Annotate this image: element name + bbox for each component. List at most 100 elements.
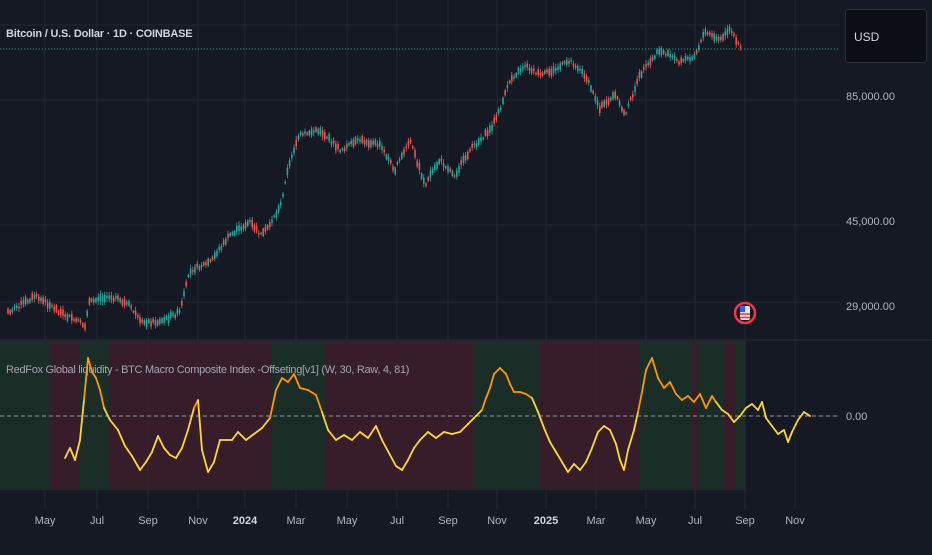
currency-button[interactable]: USD — [845, 9, 927, 63]
candle-body — [260, 232, 262, 235]
candle-body — [572, 63, 575, 67]
candle-body — [418, 162, 421, 171]
candle-body — [156, 320, 159, 326]
candle-body — [302, 133, 304, 136]
indicator-segment — [83, 357, 89, 401]
candle-body — [288, 160, 291, 167]
candle-body — [106, 295, 108, 298]
indicator-segment — [375, 425, 383, 441]
candle-body — [324, 132, 326, 139]
indicator-segment — [765, 417, 773, 427]
candle-body — [174, 314, 176, 319]
candle-body — [205, 262, 207, 266]
indicator-segment — [597, 425, 605, 433]
candle-body — [440, 158, 443, 162]
candle-body — [13, 306, 16, 309]
indicator-segment — [663, 381, 671, 389]
indicator-segment — [481, 397, 487, 411]
candle-body — [561, 62, 564, 65]
candle-body — [574, 65, 577, 68]
indicator-segment — [537, 411, 545, 429]
indicator-segment — [451, 431, 461, 435]
indicator-segment — [207, 461, 215, 473]
candle-body — [255, 226, 258, 231]
candle-body — [621, 107, 623, 112]
candle-body — [535, 72, 537, 75]
candle-body — [42, 297, 44, 304]
indicator-segment — [493, 367, 501, 375]
candle-body — [645, 64, 647, 67]
indicator-title[interactable]: RedFox Global liquidity - BTC Macro Comp… — [6, 364, 410, 376]
candle-body — [51, 304, 53, 307]
candle-body — [33, 295, 36, 299]
symbol-title[interactable]: Bitcoin / U.S. Dollar · 1D · COINBASE — [6, 28, 193, 40]
candle-body — [253, 224, 256, 232]
indicator-segment — [751, 403, 759, 411]
candle-body — [588, 80, 590, 83]
candle-body — [152, 318, 154, 323]
candle-body — [401, 152, 403, 159]
candle-body — [634, 86, 636, 93]
candle-body — [137, 314, 139, 318]
indicator-segment — [651, 357, 659, 379]
candle-body — [533, 68, 535, 71]
candle-body — [352, 139, 355, 147]
indicator-tick-zero: 0.00 — [846, 411, 867, 423]
candle-body — [379, 140, 381, 147]
indicator-segment — [771, 425, 779, 435]
candle-body — [359, 139, 361, 142]
candle-body — [35, 293, 38, 297]
candle-body — [60, 308, 62, 316]
indicator-segment — [237, 431, 247, 441]
candle-body — [73, 318, 75, 321]
candle-body — [614, 91, 616, 99]
indicator-segment — [561, 461, 569, 473]
candle-body — [629, 97, 632, 101]
indicator-segment — [579, 461, 587, 471]
candle-body — [44, 299, 47, 303]
time-axis[interactable]: May Jul Sep Nov 2024 Mar May Jul Sep Nov 2025 Mar Ma… — [35, 515, 806, 527]
us-flag-event-icon[interactable] — [733, 301, 757, 325]
indicator-segment — [803, 411, 811, 417]
candle-body — [502, 97, 504, 105]
indicator-segment — [519, 391, 527, 395]
candle-body — [590, 85, 592, 92]
candle-body — [38, 296, 40, 301]
candle-body — [244, 222, 247, 229]
indicator-segment — [261, 417, 271, 429]
candle-body — [220, 246, 223, 251]
candle-body — [682, 59, 685, 62]
candle-body — [176, 308, 179, 315]
candle-body — [354, 137, 357, 145]
indicator-segment — [163, 447, 171, 456]
candle-body — [295, 139, 297, 147]
indicator-segment — [505, 373, 511, 385]
candle-body — [53, 306, 55, 311]
time-axis-label: Nov — [188, 515, 208, 527]
candle-body — [431, 168, 434, 174]
candle-body — [172, 312, 174, 317]
candle-body — [640, 71, 643, 78]
candle-body — [416, 160, 418, 167]
candle-body — [616, 96, 619, 100]
candle-body — [605, 99, 608, 105]
candle-body — [720, 36, 722, 40]
candle-body — [280, 201, 282, 206]
indicator-segment — [733, 415, 741, 423]
candle-body — [95, 298, 97, 303]
indicator-segment — [489, 373, 495, 389]
candle-body — [462, 155, 465, 163]
candle-body — [737, 42, 740, 44]
indicator-line — [64, 357, 811, 473]
candle-body — [541, 72, 544, 76]
candle-body — [458, 165, 460, 173]
indicator-segment — [435, 431, 445, 439]
candle-body — [18, 306, 20, 309]
candle-body — [365, 139, 368, 146]
candle-body — [231, 231, 234, 236]
indicator-segment — [641, 369, 647, 393]
candle-body — [627, 103, 630, 106]
candle-body — [669, 53, 671, 58]
